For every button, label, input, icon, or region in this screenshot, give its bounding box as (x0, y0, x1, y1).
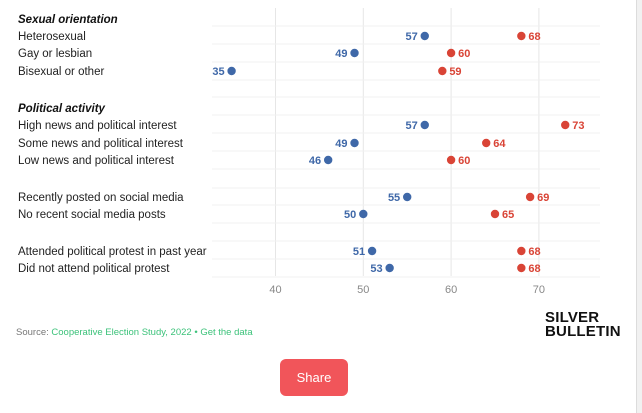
source-prefix: Source: (16, 327, 52, 338)
end-point (517, 246, 526, 256)
start-value-label: 57 (406, 120, 418, 132)
row-label: Low news and political interest (18, 155, 175, 167)
x-tick-label: 60 (445, 284, 457, 296)
start-point (359, 209, 368, 219)
end-point (517, 31, 526, 41)
section-title: Sexual orientation (18, 14, 118, 26)
start-point (350, 138, 359, 148)
end-point (517, 263, 526, 273)
row-label: High news and political interest (18, 120, 177, 132)
start-point (403, 192, 412, 202)
start-value-label: 46 (309, 155, 321, 167)
end-point (525, 192, 535, 202)
row-label: Did not attend political protest (18, 263, 170, 275)
x-tick-label: 50 (357, 284, 369, 296)
start-value-label: 55 (388, 192, 400, 204)
start-point (367, 246, 377, 256)
start-point (323, 155, 333, 165)
source-link[interactable]: Cooperative Election Study, 2022 (51, 327, 192, 338)
end-value-label: 69 (537, 192, 549, 204)
row-label: Some news and political interest (18, 138, 184, 150)
start-point (350, 48, 359, 58)
end-value-label: 60 (458, 48, 470, 60)
source-note: Source: Cooperative Election Study, 2022… (16, 327, 253, 338)
start-value-label: 53 (370, 263, 382, 275)
end-point (446, 48, 456, 58)
start-value-label: 35 (212, 66, 224, 78)
end-value-label: 68 (528, 246, 540, 258)
row-label: Gay or lesbian (18, 48, 92, 60)
end-point (438, 66, 447, 76)
share-button[interactable]: Share (280, 359, 348, 396)
row-label: Attended political protest in past year (18, 246, 207, 258)
logo-line-2: BULLETIN (545, 323, 621, 340)
x-tick-label: 40 (269, 284, 281, 296)
end-value-label: 60 (458, 155, 470, 167)
end-value-label: 73 (572, 120, 584, 132)
start-value-label: 49 (335, 138, 347, 150)
start-value-label: 49 (335, 48, 347, 60)
x-tick-label: 70 (533, 284, 545, 296)
logo-line-1: SILVER (545, 309, 600, 326)
end-value-label: 64 (493, 138, 506, 150)
start-value-label: 50 (344, 209, 356, 221)
row-label: Heterosexual (18, 31, 86, 43)
page-edge-scrollbar (636, 0, 642, 413)
end-point (490, 209, 500, 219)
start-point (385, 263, 394, 273)
source-separator: • (191, 327, 201, 338)
end-value-label: 59 (449, 66, 461, 78)
get-data-link[interactable]: Get the data (200, 327, 253, 338)
row-label: Bisexual or other (18, 66, 104, 78)
start-point (227, 66, 236, 76)
start-point (420, 31, 429, 41)
end-value-label: 68 (528, 31, 540, 43)
end-point (561, 120, 570, 130)
end-point (446, 155, 456, 165)
end-point (482, 138, 491, 148)
row-label: Recently posted on social media (18, 192, 184, 204)
silver-bulletin-logo: SILVER BULLETIN (545, 309, 621, 340)
dumbbell-chart: Sexual orientation Heterosexual 57 68 Gay or… (18, 8, 600, 296)
start-value-label: 51 (353, 246, 365, 258)
end-value-label: 68 (528, 263, 540, 275)
start-value-label: 57 (406, 31, 418, 43)
end-value-label: 65 (502, 209, 514, 221)
start-point (420, 120, 429, 130)
row-label: No recent social media posts (18, 209, 166, 221)
section-title: Political activity (18, 103, 106, 115)
